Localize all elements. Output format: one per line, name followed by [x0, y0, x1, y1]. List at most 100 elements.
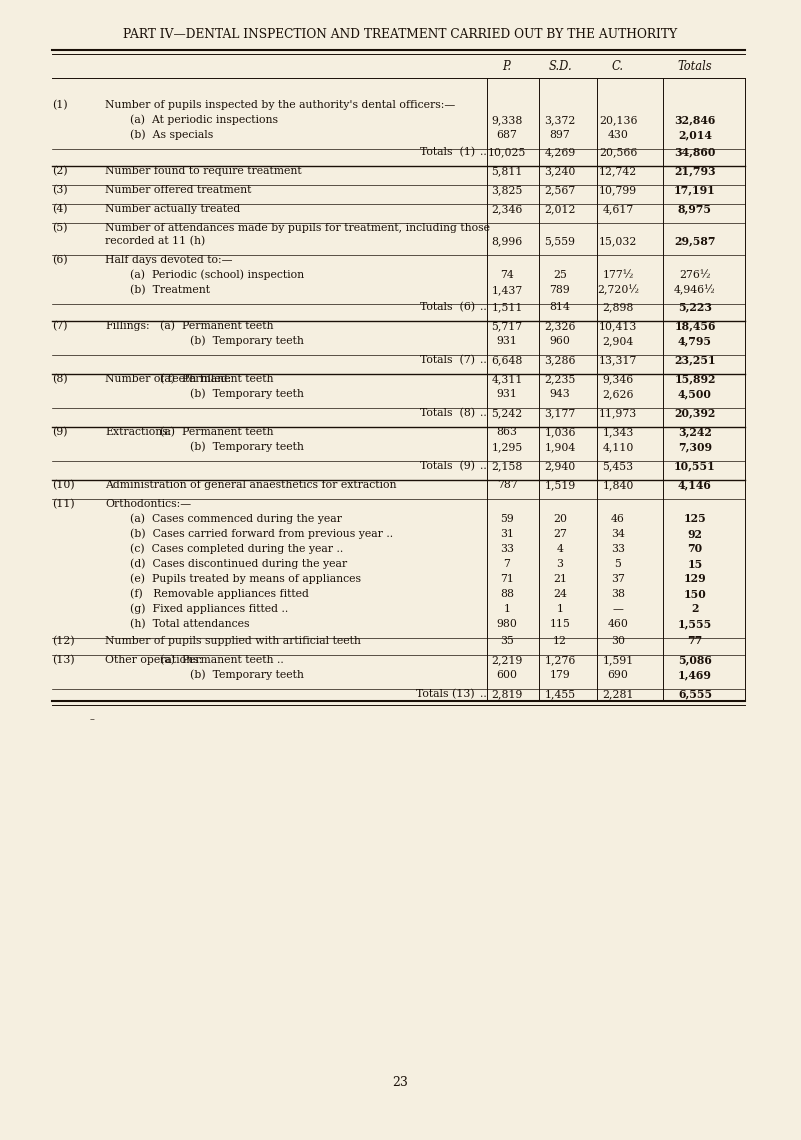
Text: (12): (12) — [52, 636, 74, 646]
Text: 71: 71 — [500, 575, 514, 584]
Text: PART IV—DENTAL INSPECTION AND TREATMENT CARRIED OUT BY THE AUTHORITY: PART IV—DENTAL INSPECTION AND TREATMENT … — [123, 28, 677, 41]
Text: 38: 38 — [611, 589, 625, 598]
Text: 125: 125 — [683, 513, 706, 524]
Text: (8): (8) — [52, 374, 67, 384]
Text: (a)  Permanent teeth: (a) Permanent teeth — [160, 320, 273, 331]
Text: 2,898: 2,898 — [602, 302, 634, 312]
Text: (a)  Permanent teeth: (a) Permanent teeth — [160, 374, 273, 384]
Text: (b)  Cases carried forward from previous year ..: (b) Cases carried forward from previous … — [130, 529, 393, 539]
Text: 814: 814 — [549, 302, 570, 312]
Text: ..: .. — [480, 689, 487, 699]
Text: —: — — [613, 604, 623, 614]
Text: 863: 863 — [497, 428, 517, 437]
Text: (10): (10) — [52, 480, 74, 490]
Text: (b)  Temporary teeth: (b) Temporary teeth — [190, 669, 304, 681]
Text: (g)  Fixed appliances fitted ..: (g) Fixed appliances fitted .. — [130, 604, 288, 614]
Text: ..: .. — [480, 461, 487, 471]
Text: 24: 24 — [553, 589, 567, 598]
Text: (f)   Removable appliances fitted: (f) Removable appliances fitted — [130, 588, 309, 600]
Text: 177½: 177½ — [602, 270, 634, 280]
Text: –: – — [90, 716, 95, 725]
Text: 15,032: 15,032 — [599, 236, 637, 246]
Text: 2,014: 2,014 — [678, 130, 712, 140]
Text: 5,453: 5,453 — [602, 461, 634, 471]
Text: 15: 15 — [687, 559, 702, 570]
Text: 276½: 276½ — [679, 270, 710, 280]
Text: (a)  Permanent teeth: (a) Permanent teeth — [160, 426, 273, 437]
Text: 931: 931 — [497, 389, 517, 399]
Text: 20: 20 — [553, 514, 567, 524]
Text: 2,720½: 2,720½ — [597, 285, 639, 295]
Text: 4,269: 4,269 — [545, 147, 576, 157]
Text: 10,025: 10,025 — [488, 147, 526, 157]
Text: 9,338: 9,338 — [491, 115, 523, 125]
Text: 690: 690 — [608, 670, 629, 679]
Text: 115: 115 — [549, 619, 570, 629]
Text: 34: 34 — [611, 529, 625, 539]
Text: 7,309: 7,309 — [678, 441, 712, 453]
Text: 2,158: 2,158 — [491, 461, 523, 471]
Text: 35: 35 — [500, 636, 514, 646]
Text: (b)  As specials: (b) As specials — [130, 130, 213, 140]
Text: 2: 2 — [691, 603, 698, 614]
Text: 59: 59 — [500, 514, 514, 524]
Text: 1: 1 — [504, 604, 510, 614]
Text: S.D.: S.D. — [548, 60, 572, 73]
Text: 20,566: 20,566 — [599, 147, 637, 157]
Text: 2,235: 2,235 — [545, 374, 576, 384]
Text: 8,996: 8,996 — [491, 236, 522, 246]
Text: 15,892: 15,892 — [674, 374, 716, 384]
Text: (a)  At periodic inspections: (a) At periodic inspections — [130, 115, 278, 125]
Text: Totals  (7): Totals (7) — [420, 355, 475, 365]
Text: 11,973: 11,973 — [599, 408, 637, 418]
Text: 3: 3 — [557, 559, 563, 569]
Text: 29,587: 29,587 — [674, 236, 716, 246]
Text: 2,346: 2,346 — [491, 204, 523, 214]
Text: (2): (2) — [52, 165, 67, 177]
Text: (5): (5) — [52, 222, 67, 234]
Text: (b)  Temporary teeth: (b) Temporary teeth — [190, 335, 304, 347]
Text: 5: 5 — [614, 559, 622, 569]
Text: Number actually treated: Number actually treated — [105, 204, 240, 214]
Text: 1,276: 1,276 — [545, 656, 576, 665]
Text: 4,946½: 4,946½ — [674, 285, 716, 295]
Text: (13): (13) — [52, 654, 74, 665]
Text: (h)  Total attendances: (h) Total attendances — [130, 619, 249, 629]
Text: 600: 600 — [497, 670, 517, 679]
Text: ..: .. — [480, 302, 487, 312]
Text: Other operations:: Other operations: — [105, 656, 202, 665]
Text: recorded at 11 (h): recorded at 11 (h) — [105, 236, 205, 246]
Text: (a)  Periodic (school) inspection: (a) Periodic (school) inspection — [130, 270, 304, 280]
Text: (d)  Cases discontinued during the year: (d) Cases discontinued during the year — [130, 559, 347, 569]
Text: 2,219: 2,219 — [491, 656, 523, 665]
Text: 1,036: 1,036 — [544, 428, 576, 437]
Text: 13,317: 13,317 — [599, 355, 637, 365]
Text: Number found to require treatment: Number found to require treatment — [105, 166, 302, 176]
Text: 3,825: 3,825 — [491, 185, 523, 195]
Text: (e)  Pupils treated by means of appliances: (e) Pupils treated by means of appliance… — [130, 573, 361, 585]
Text: Totals  (1): Totals (1) — [420, 147, 475, 157]
Text: 789: 789 — [549, 285, 570, 295]
Text: 687: 687 — [497, 130, 517, 140]
Text: Number of pupils supplied with artificial teeth: Number of pupils supplied with artificia… — [105, 636, 361, 646]
Text: 12,742: 12,742 — [599, 166, 637, 176]
Text: 32,846: 32,846 — [674, 114, 715, 125]
Text: 23,251: 23,251 — [674, 355, 716, 366]
Text: 30: 30 — [611, 636, 625, 646]
Text: 21,793: 21,793 — [674, 165, 716, 177]
Text: 10,799: 10,799 — [599, 185, 637, 195]
Text: 2,326: 2,326 — [544, 321, 576, 331]
Text: 1,591: 1,591 — [602, 656, 634, 665]
Text: 17,191: 17,191 — [674, 185, 716, 195]
Text: ..: .. — [480, 355, 487, 365]
Text: 150: 150 — [683, 588, 706, 600]
Text: 1,511: 1,511 — [491, 302, 523, 312]
Text: 23: 23 — [392, 1075, 408, 1089]
Text: 2,281: 2,281 — [602, 689, 634, 699]
Text: Fillings:: Fillings: — [105, 321, 150, 331]
Text: 1,904: 1,904 — [545, 442, 576, 451]
Text: 1,455: 1,455 — [545, 689, 576, 699]
Text: 1,555: 1,555 — [678, 619, 712, 629]
Text: 6,555: 6,555 — [678, 689, 712, 700]
Text: 4,146: 4,146 — [678, 480, 712, 490]
